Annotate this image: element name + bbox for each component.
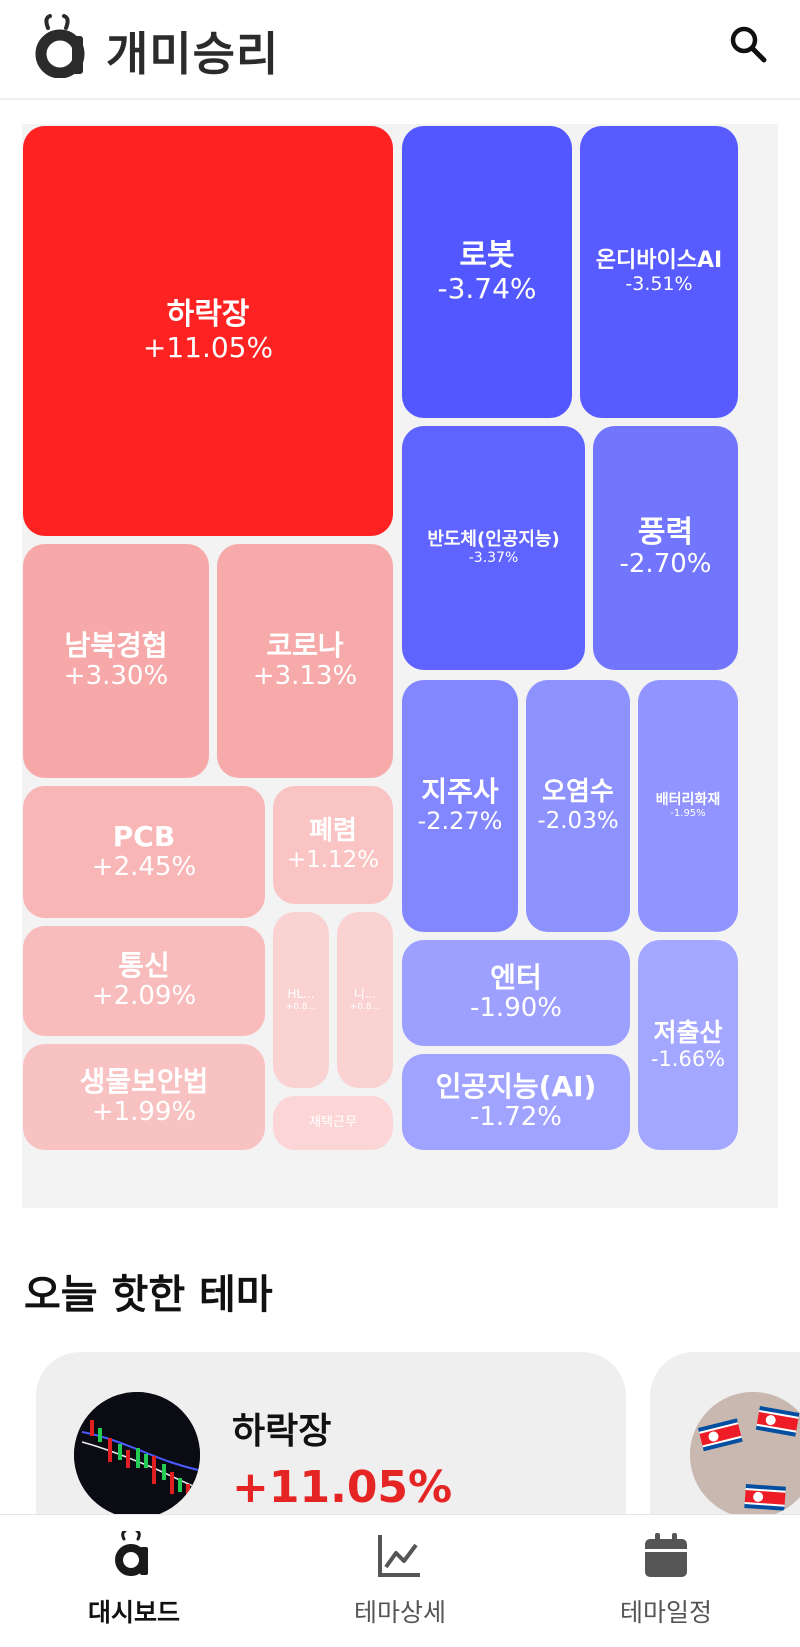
treemap-tile[interactable]: 코로나 +3.13% bbox=[217, 544, 393, 778]
nav-item-theme-schedule[interactable]: 테마일정 bbox=[566, 1515, 766, 1647]
treemap-tile[interactable]: 지주사 -2.27% bbox=[402, 680, 518, 932]
treemap-tile[interactable]: 온디바이스AI -3.51% bbox=[580, 126, 738, 418]
line-chart-icon bbox=[378, 1535, 420, 1577]
theme-treemap: 하락장 +11.05% 로봇 -3.74% 온디바이스AI -3.51% 반도체… bbox=[22, 124, 778, 1208]
hot-theme-change: +11.05% bbox=[232, 1462, 453, 1513]
nav-label: 테마상세 bbox=[353, 1598, 446, 1627]
treemap-tile[interactable]: 반도체(인공지능) -3.37% bbox=[402, 426, 585, 670]
nav-item-dashboard[interactable]: 대시보드 bbox=[34, 1515, 234, 1647]
treemap-tile[interactable]: 생물보안법 +1.99% bbox=[23, 1044, 265, 1150]
treemap-tile[interactable]: 니... +0.8... bbox=[337, 912, 393, 1088]
hot-theme-name: 하락장 bbox=[232, 1411, 332, 1452]
treemap-tile[interactable]: 오염수 -2.03% bbox=[526, 680, 630, 932]
bottom-nav: 대시보드 테마상세 테마일정 bbox=[0, 1514, 800, 1647]
dashboard-ant-icon bbox=[115, 1531, 148, 1576]
treemap-tile[interactable]: HL... +0.8... bbox=[273, 912, 329, 1088]
calendar-icon bbox=[645, 1533, 687, 1577]
treemap-tile[interactable]: 통신 +2.09% bbox=[23, 926, 265, 1036]
nav-label: 대시보드 bbox=[87, 1598, 180, 1627]
treemap-tile[interactable]: 남북경협 +3.30% bbox=[23, 544, 209, 778]
north-korea-flags-thumbnail bbox=[690, 1392, 800, 1518]
nav-label: 테마일정 bbox=[619, 1598, 712, 1627]
treemap-tile[interactable]: PCB +2.45% bbox=[23, 786, 265, 918]
nav-item-theme-detail[interactable]: 테마상세 bbox=[300, 1515, 500, 1647]
treemap-tile[interactable]: 저출산 -1.66% bbox=[638, 940, 738, 1150]
treemap-tile[interactable]: 풍력 -2.70% bbox=[593, 426, 738, 670]
treemap-tile[interactable]: 하락장 +11.05% bbox=[23, 126, 393, 536]
app-header: 개미승리 bbox=[0, 0, 800, 100]
treemap-tile[interactable]: 폐렴 +1.12% bbox=[273, 786, 393, 904]
treemap-tile[interactable]: 인공지능(AI) -1.72% bbox=[402, 1054, 630, 1150]
treemap-tile[interactable]: 엔터 -1.90% bbox=[402, 940, 630, 1046]
treemap-tile[interactable]: 로봇 -3.74% bbox=[402, 126, 572, 418]
candlestick-chart-thumbnail bbox=[74, 1392, 200, 1518]
treemap-tile[interactable]: 배터리화재 -1.95% bbox=[638, 680, 738, 932]
ant-a-logo-icon[interactable] bbox=[34, 14, 92, 78]
brand-name: 개미승리 bbox=[106, 27, 280, 81]
search-icon[interactable] bbox=[726, 22, 770, 66]
treemap-tile[interactable]: 재택근무 bbox=[273, 1096, 393, 1150]
hot-themes-title: 오늘 핫한 테마 bbox=[24, 1272, 273, 1318]
